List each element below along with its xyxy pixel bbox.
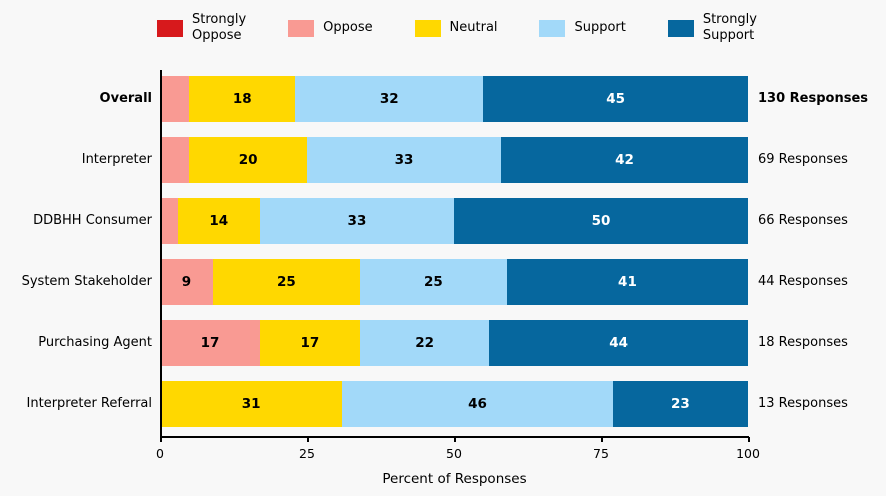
bar-track: 20 33 42	[160, 136, 748, 183]
bar-track: 18 32 45	[160, 75, 748, 122]
bar-segment-strongly-support: 41	[506, 258, 748, 305]
bar-segment-strongly-support: 50	[453, 197, 748, 244]
bar-segment-oppose	[160, 197, 178, 244]
bar-segment-support: 22	[359, 319, 490, 366]
response-count: 18 Responses	[758, 335, 848, 350]
bar-segment-support: 33	[306, 136, 502, 183]
bar-segment-neutral: 14	[177, 197, 260, 244]
x-tick-mark	[307, 437, 309, 442]
bar-row-purchasing-agent: Purchasing Agent 17 17 22 44 18 Responses	[0, 312, 886, 373]
legend-item-oppose: Oppose	[288, 19, 373, 37]
bar-segment-neutral: 25	[212, 258, 360, 305]
category-label: Purchasing Agent	[38, 335, 152, 350]
legend-item-strongly-oppose: Strongly Oppose	[157, 12, 246, 43]
bar-segment-strongly-support: 42	[501, 136, 748, 183]
x-axis-title: Percent of Responses	[382, 471, 527, 487]
y-axis-line	[160, 70, 162, 437]
x-tick-label: 100	[736, 446, 760, 461]
legend-swatch-neutral	[414, 19, 441, 37]
legend-item-support: Support	[539, 19, 626, 37]
response-count: 130 Responses	[758, 91, 869, 106]
response-count: 13 Responses	[758, 396, 848, 411]
bar-segment-support: 32	[295, 75, 484, 122]
bar-segment-support: 33	[259, 197, 454, 244]
bar-row-overall: Overall 18 32 45 130 Responses	[0, 68, 886, 129]
legend-swatch-strongly-support	[667, 19, 694, 37]
bar-track: 14 33 50	[160, 197, 748, 244]
bar-rows: Overall 18 32 45 130 Responses Interpreter 20 3…	[0, 68, 886, 434]
x-tick-mark	[160, 437, 162, 442]
legend-label-neutral: Neutral	[449, 20, 498, 36]
category-label: DDBHH Consumer	[33, 213, 152, 228]
response-count: 69 Responses	[758, 152, 848, 167]
bar-segment-neutral: 17	[259, 319, 360, 366]
category-label: Interpreter Referral	[26, 396, 152, 411]
x-tick-label: 25	[299, 446, 315, 461]
legend-item-strongly-support: Strongly Support	[667, 12, 757, 43]
bar-segment-strongly-support: 45	[483, 75, 748, 122]
legend-label-strongly-support: Strongly Support	[702, 12, 757, 43]
bar-track: 17 17 22 44	[160, 319, 748, 366]
bar-track: 31 46 23	[160, 380, 748, 427]
bar-segment-support: 25	[359, 258, 507, 305]
x-tick-mark	[454, 437, 456, 442]
x-tick-label: 0	[156, 446, 164, 461]
x-tick-label: 50	[446, 446, 462, 461]
bar-row-interpreter-referral: Interpreter Referral 31 46 23 13 Responses	[0, 373, 886, 434]
x-tick-label: 75	[593, 446, 609, 461]
bar-row-ddbhh-consumer: DDBHH Consumer 14 33 50 66 Responses	[0, 190, 886, 251]
bar-track: 9 25 25 41	[160, 258, 748, 305]
legend-item-neutral: Neutral	[414, 19, 498, 37]
response-count: 44 Responses	[758, 274, 848, 289]
category-label: System Stakeholder	[21, 274, 152, 289]
legend-label-strongly-oppose: Strongly Oppose	[192, 12, 247, 43]
category-label: Interpreter	[81, 152, 152, 167]
legend-swatch-support	[539, 19, 566, 37]
bar-segment-neutral: 31	[160, 380, 343, 427]
legend: Strongly Oppose Oppose Neutral Support Stron…	[157, 6, 757, 50]
bar-row-system-stakeholder: System Stakeholder 9 25 25 41 44 Responses	[0, 251, 886, 312]
bar-segment-oppose	[160, 75, 190, 122]
x-axis-line	[160, 436, 749, 438]
bar-segment-neutral: 18	[189, 75, 296, 122]
legend-label-oppose: Oppose	[323, 20, 373, 36]
bar-segment-oppose: 9	[160, 258, 213, 305]
legend-swatch-oppose	[288, 19, 315, 37]
bar-segment-strongly-support: 23	[612, 380, 748, 427]
bar-segment-support: 46	[342, 380, 613, 427]
bar-segment-strongly-support: 44	[489, 319, 748, 366]
response-count: 66 Responses	[758, 213, 848, 228]
bar-segment-neutral: 20	[189, 136, 307, 183]
legend-label-support: Support	[574, 20, 626, 36]
category-label: Overall	[99, 91, 152, 106]
bar-row-interpreter: Interpreter 20 33 42 69 Responses	[0, 129, 886, 190]
bar-segment-oppose	[160, 136, 190, 183]
legend-swatch-strongly-oppose	[157, 19, 183, 37]
bar-segment-oppose: 17	[160, 319, 260, 366]
x-tick-mark	[748, 437, 750, 442]
x-tick-mark	[601, 437, 603, 442]
